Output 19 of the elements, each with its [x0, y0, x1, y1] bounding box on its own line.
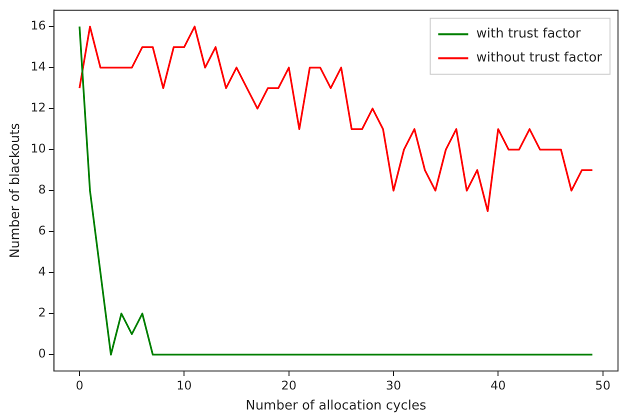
y-tick-label: 12	[30, 100, 46, 115]
x-tick-label: 50	[595, 378, 610, 392]
legend-label: with trust factor	[476, 26, 582, 42]
y-tick-label: 14	[30, 60, 46, 74]
y-tick-label: 8	[38, 182, 46, 197]
x-axis-title: Number of allocation cycles	[246, 398, 426, 414]
y-axis-title: Number of blackouts	[8, 122, 24, 258]
x-tick-label: 10	[176, 378, 192, 392]
y-tick-label: 0	[38, 346, 46, 361]
y-tick-label: 2	[38, 306, 46, 320]
y-tick-label: 16	[30, 18, 46, 33]
x-tick-label: 20	[281, 378, 296, 392]
legend-label: without trust factor	[476, 50, 603, 66]
x-tick-label: 0	[76, 378, 84, 392]
y-tick-label: 4	[38, 264, 46, 279]
y-tick-label: 10	[30, 142, 46, 156]
x-tick-label: 40	[490, 378, 506, 392]
x-tick-label: 30	[386, 378, 402, 392]
y-tick-label: 6	[38, 224, 46, 238]
